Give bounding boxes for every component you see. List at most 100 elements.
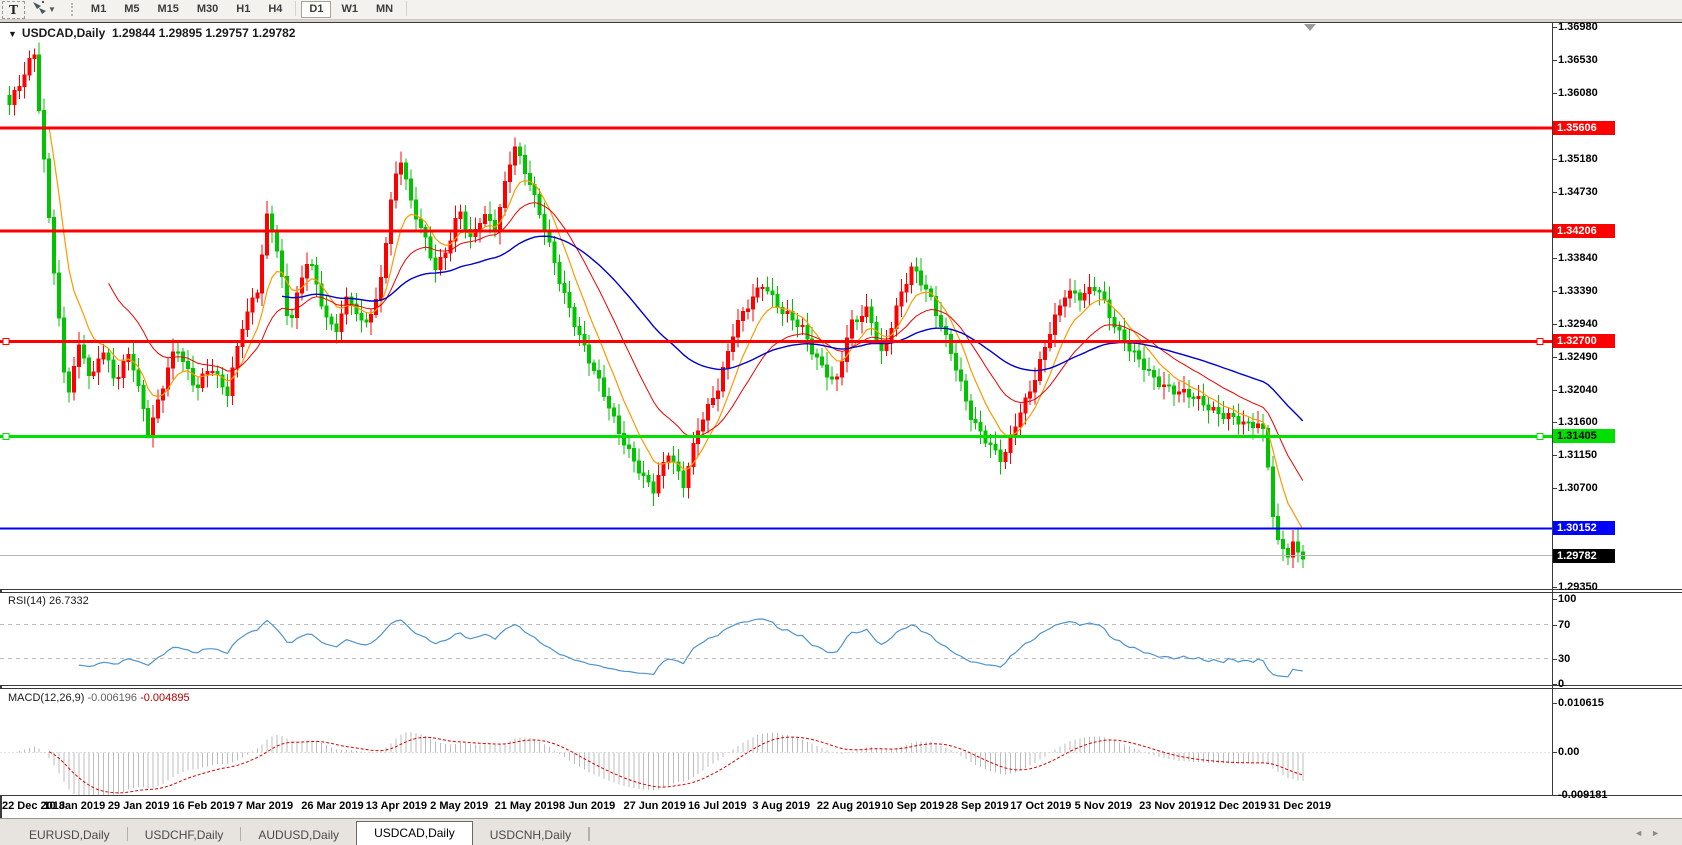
date-label: 17 Oct 2019 (1010, 800, 1072, 812)
axis-tick (1552, 599, 1557, 600)
date-label: 13 Apr 2019 (365, 800, 428, 812)
timeframe-m30[interactable]: M30 (196, 3, 219, 15)
tab-usdcad-daily[interactable]: USDCAD,Daily (356, 821, 473, 845)
current-price-label: 1.29782 (1553, 548, 1615, 563)
date-label: 10 Jan 2019 (43, 800, 106, 812)
chart-tab-bar: EURUSD,Daily USDCHF,Daily AUDUSD,Daily USDC… (0, 818, 1682, 845)
rsi-axis-label: 70 (1558, 618, 1571, 631)
axis-tick (1552, 795, 1557, 796)
panel-separator (0, 688, 1682, 689)
date-label: 28 Sep 2019 (945, 800, 1009, 812)
chart-title: ▼ USDCAD,Daily 1.29844 1.29895 1.29757 1.… (8, 26, 295, 40)
price-level-label: 1.30152 (1553, 521, 1615, 536)
date-label: 23 Nov 2019 (1139, 800, 1203, 812)
candlestick-chart-canvas[interactable] (0, 23, 1552, 589)
indicator-collapse-icon[interactable]: ▼ (8, 29, 17, 39)
tab-scroll-right-icon[interactable]: ► (1651, 828, 1668, 838)
price-tick-label: 1.36530 (1558, 54, 1598, 67)
price-level-label: 1.32700 (1553, 334, 1615, 349)
date-label: 21 May 2019 (494, 800, 559, 812)
rsi-panel-canvas[interactable] (0, 593, 1552, 685)
price-level-label: 1.31405 (1553, 429, 1615, 444)
tab-usdchf-daily[interactable]: USDCHF,Daily (144, 828, 224, 842)
price-tick-label: 1.34730 (1558, 186, 1598, 199)
axis-tick (1552, 624, 1557, 626)
price-tick-label: 1.35180 (1558, 153, 1598, 166)
date-label: 12 Dec 2019 (1203, 800, 1267, 812)
axis-tick (1552, 587, 1557, 589)
rsi-axis-label: 100 (1558, 593, 1577, 605)
timeframe-h4[interactable]: H4 (268, 3, 283, 15)
macd-axis-label: 0.010615 (1558, 697, 1604, 709)
axis-tick (1552, 159, 1557, 161)
axis-tick (1552, 323, 1557, 325)
axis-tick (1552, 752, 1557, 754)
text-tool-button[interactable]: T (2, 0, 25, 19)
panel-separator (0, 592, 1682, 593)
rsi-label: RSI(14) 26.7332 (8, 595, 89, 607)
panel-separator[interactable] (0, 589, 1682, 590)
tab-audusd-daily[interactable]: AUDUSD,Daily (258, 828, 340, 842)
axis-tick (1552, 192, 1557, 194)
ohlc-values: 1.29844 1.29895 1.29757 1.29782 (111, 26, 296, 40)
timeframe-m1[interactable]: M1 (90, 3, 107, 15)
arrows-tool-button[interactable]: ▼ (29, 0, 59, 18)
toolbar: T ▼ M1 M5 M15 M30 H1 H4 D1 W1 MN (0, 0, 1682, 20)
date-label: 29 Jan 2019 (107, 800, 170, 812)
axis-tick (1552, 93, 1557, 95)
panel-separator (0, 795, 1682, 796)
tab-scroll-left-icon[interactable]: ◄ (1634, 828, 1652, 838)
axis-tick (1552, 27, 1557, 29)
timeframe-h1[interactable]: H1 (236, 3, 251, 15)
tab-eurusd-daily[interactable]: EURUSD,Daily (29, 828, 110, 842)
tab-scroll-arrows: ◄► (1634, 828, 1668, 838)
axis-tick (1552, 356, 1557, 358)
chart-shift-marker[interactable] (1304, 24, 1316, 31)
axis-tick (1552, 455, 1557, 457)
date-label: 22 Dec 2018 (2, 800, 65, 812)
date-label: 16 Feb 2019 (172, 800, 235, 812)
axis-tick (1552, 389, 1557, 391)
chart-border (0, 22, 1682, 23)
macd-panel-canvas[interactable] (0, 689, 1552, 795)
date-label: 26 Mar 2019 (301, 800, 364, 812)
tabs-container: EURUSD,Daily USDCHF,Daily AUDUSD,Daily USDC… (12, 821, 591, 845)
price-tick-label: 1.33390 (1558, 284, 1598, 297)
price-level-lines[interactable] (0, 126, 1552, 530)
date-label: 2 May 2019 (430, 800, 489, 812)
price-tick-label: 1.32490 (1558, 350, 1598, 363)
timeframe-mn[interactable]: MN (375, 3, 394, 15)
axis-tick (1552, 60, 1557, 62)
tab-usdcnh-daily[interactable]: USDCNH,Daily (489, 828, 572, 842)
axis-tick (1552, 658, 1557, 660)
date-label: 31 Dec 2019 (1268, 800, 1331, 812)
macd-axis-label: 0.00 (1558, 746, 1580, 759)
rsi-axis-label: 30 (1558, 652, 1571, 665)
date-label: 22 Aug 2019 (816, 800, 881, 812)
toolbar-grip[interactable] (70, 3, 76, 16)
timeframe-m5[interactable]: M5 (124, 3, 140, 15)
axis-tick (1552, 257, 1557, 259)
rsi-axis-label: 0 (1558, 678, 1565, 690)
price-tick-label: 1.33840 (1558, 251, 1598, 264)
price-tick-label: 1.31150 (1558, 449, 1598, 462)
axis-tick (1552, 422, 1557, 424)
arrows-dropdown-caret[interactable]: ▼ (48, 5, 56, 14)
timeframe-d1[interactable]: D1 (301, 1, 332, 18)
timeframe-m15[interactable]: M15 (157, 3, 179, 15)
axis-tick (1552, 488, 1557, 490)
axis-tick (1552, 684, 1557, 685)
price-level-label: 1.34206 (1553, 223, 1615, 238)
timeframe-group: M1 M5 M15 M30 H1 H4 D1 W1 MN (82, 1, 411, 18)
timeframe-w1[interactable]: W1 (341, 3, 358, 15)
price-tick-label: 1.36980 (1558, 21, 1598, 34)
panel-separator[interactable] (0, 685, 1682, 686)
date-label: 8 Jun 2019 (559, 800, 616, 812)
date-label: 10 Sep 2019 (881, 800, 945, 812)
symbol-name: USDCAD,Daily (21, 26, 106, 40)
price-level-label: 1.35606 (1553, 121, 1615, 135)
price-tick-label: 1.36080 (1558, 87, 1598, 100)
price-tick-label: 1.31600 (1558, 416, 1598, 429)
date-label: 3 Aug 2019 (752, 800, 811, 812)
